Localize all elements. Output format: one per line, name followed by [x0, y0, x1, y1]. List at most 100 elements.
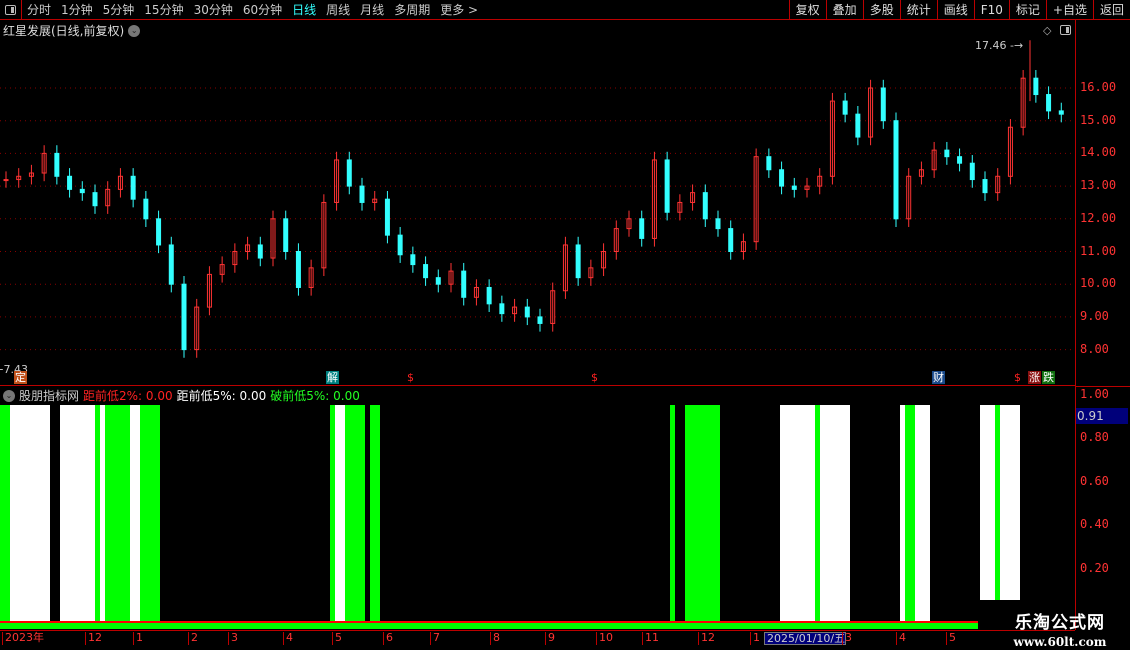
chart-title: 红星发展(日线,前复权) ⌄	[3, 22, 141, 39]
candle	[448, 262, 454, 293]
toolbar-button[interactable]: 统计	[899, 0, 937, 20]
candle	[944, 141, 950, 165]
toolbar-button[interactable]: +自选	[1045, 0, 1093, 20]
candle	[575, 236, 581, 286]
indicator-tick: 0.20	[1080, 560, 1109, 575]
toolbar-button[interactable]: 复权	[788, 0, 826, 20]
event-marker[interactable]: 涨	[1028, 371, 1041, 384]
toolbar-button[interactable]: 多股	[862, 0, 900, 20]
signal-bar	[820, 405, 850, 622]
candle	[3, 171, 9, 188]
candle	[346, 151, 352, 195]
candle	[728, 220, 734, 260]
event-marker[interactable]: 解	[326, 371, 339, 384]
indicator-line-1: 距前低2%: 0.00	[83, 389, 173, 403]
toolbar-button[interactable]: 标记	[1008, 0, 1046, 20]
date-tick: 12	[85, 632, 102, 645]
candle	[219, 256, 225, 283]
toolbar-button[interactable]: F10	[973, 0, 1009, 20]
candle	[957, 148, 963, 172]
event-marker[interactable]: $	[590, 371, 599, 384]
period-tab[interactable]: 30分钟	[193, 3, 233, 17]
signal-bar	[105, 405, 130, 622]
date-tick: 9	[545, 632, 555, 645]
candle	[245, 236, 251, 260]
date-tick: 7	[430, 632, 440, 645]
panel-toggle-button[interactable]	[0, 0, 22, 20]
indicator-header: ⌄ 股朋指标网 距前低2%: 0.00 距前低5%: 0.00 破前低5%: 0…	[3, 387, 360, 404]
event-marker[interactable]: $	[406, 371, 415, 384]
period-tab[interactable]: 5分钟	[102, 3, 135, 17]
period-tab[interactable]: 1分钟	[61, 3, 93, 17]
date-tick: 10	[596, 632, 613, 645]
candle	[194, 298, 200, 358]
date-tick: 3	[228, 632, 238, 645]
period-tab[interactable]: 15分钟	[144, 3, 184, 17]
candle	[321, 194, 327, 277]
candle	[766, 148, 772, 178]
candle	[499, 295, 505, 322]
period-tab[interactable]: 多周期	[394, 3, 431, 17]
signal-bar	[370, 405, 380, 622]
candle	[130, 168, 136, 208]
candle	[435, 269, 441, 293]
signal-bar	[0, 405, 10, 622]
event-marker[interactable]: $	[1013, 371, 1022, 384]
date-tick: 2	[188, 632, 198, 645]
candle	[28, 164, 34, 185]
panel-icon[interactable]	[1060, 25, 1071, 35]
watermark-url: www.60lt.com	[1013, 635, 1107, 649]
candle	[257, 236, 263, 267]
signal-bar	[95, 405, 100, 622]
candle	[512, 298, 518, 322]
toolbar-button[interactable]: 画线	[936, 0, 974, 20]
candle	[613, 220, 619, 260]
signal-bar	[980, 405, 995, 600]
candle	[1020, 70, 1026, 136]
period-tab[interactable]: 周线	[326, 3, 351, 17]
chevron-down-icon[interactable]: ⌄	[3, 389, 15, 402]
price-tick: 13.00	[1080, 178, 1117, 193]
toolbar-button[interactable]: 返回	[1092, 0, 1130, 20]
candle	[893, 112, 899, 227]
price-tick: 8.00	[1080, 341, 1109, 356]
signal-bar	[685, 405, 720, 622]
candle	[626, 210, 632, 237]
price-tick: 12.00	[1080, 210, 1117, 225]
candle	[753, 148, 759, 250]
candle	[562, 236, 568, 299]
period-toolbar: 分时 1分钟 5分钟 15分钟 30分钟 60分钟 日线 周线 月线 多周期 更多 > 复权 叠加 多股…	[0, 0, 1130, 20]
toolbar-button[interactable]: 叠加	[825, 0, 863, 20]
price-tick: 16.00	[1080, 80, 1117, 94]
indicator-tick: 0.60	[1080, 473, 1109, 488]
candle	[868, 79, 874, 146]
event-marker[interactable]: 财	[932, 371, 945, 384]
indicator-tick: 0.40	[1080, 517, 1109, 532]
candle	[601, 243, 607, 277]
candle	[1058, 102, 1064, 123]
period-tab[interactable]: 月线	[360, 3, 385, 17]
baseline-band	[0, 622, 978, 629]
period-tab[interactable]: 60分钟	[242, 3, 283, 17]
signal-bar	[60, 405, 95, 622]
date-tick: 2023年	[2, 632, 44, 645]
signal-bar	[335, 405, 345, 622]
event-marker[interactable]: 跌	[1042, 371, 1055, 384]
candle	[384, 191, 390, 244]
chevron-down-icon[interactable]: ⌄	[128, 24, 141, 37]
candle	[308, 259, 314, 296]
date-tick: 5	[946, 632, 956, 645]
indicator-line-3: 破前低5%: 0.00	[270, 389, 360, 403]
signal-bar	[330, 405, 335, 622]
axis-divider	[1075, 20, 1076, 630]
period-tab[interactable]: 日线	[292, 3, 317, 17]
candle	[651, 151, 657, 247]
period-tab[interactable]: 更多 >	[440, 3, 479, 17]
event-marker[interactable]: 定	[14, 371, 27, 384]
diamond-icon[interactable]: ◇	[1043, 24, 1052, 37]
signal-bar	[670, 405, 675, 622]
signal-bar	[10, 405, 50, 622]
period-tab[interactable]: 分时	[27, 3, 52, 17]
panel-icon	[5, 4, 16, 15]
